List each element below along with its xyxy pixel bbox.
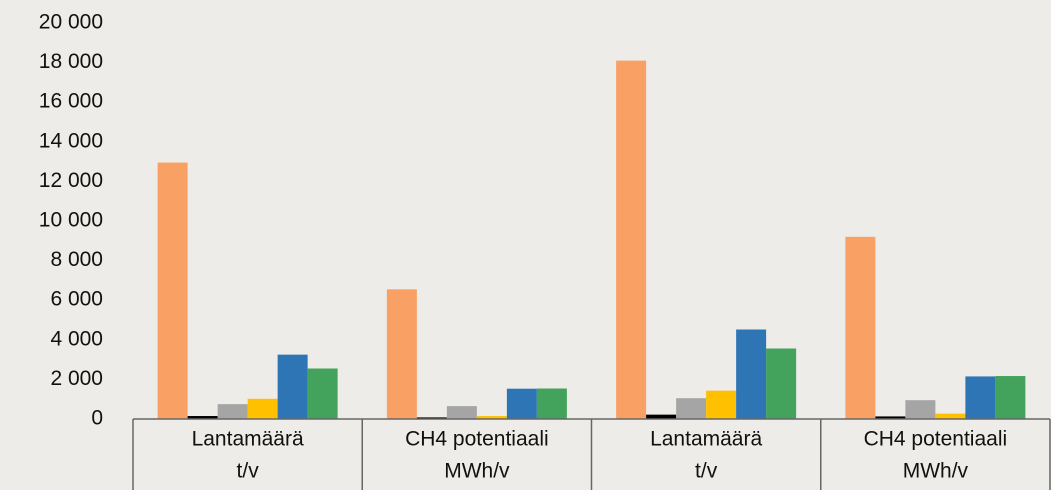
bar bbox=[995, 376, 1026, 419]
x-tick-label: t/v bbox=[237, 460, 260, 483]
bar bbox=[646, 414, 677, 419]
y-tick-label: 16 000 bbox=[39, 90, 103, 113]
bar bbox=[307, 368, 338, 419]
y-tick-label: 8 000 bbox=[50, 248, 103, 271]
x-tick-label: MWh/v bbox=[903, 460, 969, 483]
y-tick-label: 18 000 bbox=[39, 50, 103, 73]
bar bbox=[157, 162, 188, 419]
y-tick-label: 6 000 bbox=[50, 288, 103, 311]
x-tick-label: CH4 potentiaali bbox=[405, 428, 549, 451]
y-tick-label: 14 000 bbox=[39, 129, 103, 152]
bar bbox=[187, 416, 218, 419]
bar bbox=[247, 398, 278, 419]
x-tick-label: MWh/v bbox=[444, 460, 510, 483]
bar bbox=[736, 329, 767, 419]
bar bbox=[217, 404, 248, 419]
x-tick-label: CH4 potentiaali bbox=[864, 428, 1008, 451]
bar bbox=[386, 289, 417, 419]
y-tick-label: 0 bbox=[91, 407, 103, 430]
bar bbox=[476, 416, 507, 419]
y-tick-label: 10 000 bbox=[39, 209, 103, 232]
bar bbox=[676, 398, 707, 419]
bar bbox=[506, 388, 537, 419]
bar bbox=[277, 354, 308, 419]
bar bbox=[416, 417, 447, 419]
bar bbox=[965, 376, 996, 419]
x-tick-label: t/v bbox=[695, 460, 718, 483]
y-tick-label: 4 000 bbox=[50, 327, 103, 350]
y-tick-label: 20 000 bbox=[39, 11, 103, 34]
bar bbox=[845, 236, 876, 419]
bar bbox=[766, 348, 797, 419]
y-tick-label: 12 000 bbox=[39, 169, 103, 192]
x-tick-label: Lantamäärä bbox=[192, 428, 304, 451]
bar bbox=[875, 416, 906, 419]
x-tick-label: Lantamäärä bbox=[650, 428, 762, 451]
bar bbox=[905, 400, 936, 419]
bar bbox=[706, 390, 737, 419]
bar bbox=[935, 413, 966, 419]
bar bbox=[446, 406, 477, 419]
bar bbox=[616, 60, 647, 420]
y-tick-label: 2 000 bbox=[50, 367, 103, 390]
bar bbox=[536, 388, 567, 419]
